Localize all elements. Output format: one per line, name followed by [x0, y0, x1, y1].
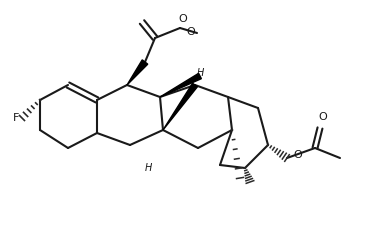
Text: F: F [13, 113, 19, 123]
Polygon shape [127, 60, 148, 85]
Text: H: H [144, 163, 152, 173]
Text: O: O [186, 27, 195, 37]
Polygon shape [160, 73, 201, 97]
Text: O: O [293, 150, 302, 160]
Polygon shape [163, 83, 197, 130]
Text: O: O [179, 14, 187, 24]
Text: H: H [196, 68, 204, 78]
Text: O: O [319, 112, 327, 122]
